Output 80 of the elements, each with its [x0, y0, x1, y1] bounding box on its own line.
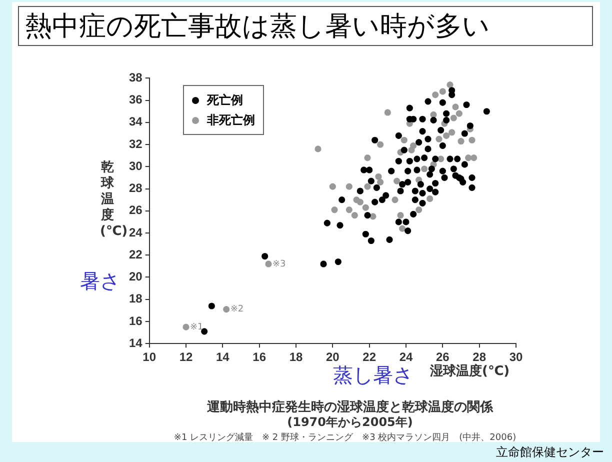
point	[439, 88, 446, 95]
y-tick-label: 36	[128, 92, 143, 107]
point	[346, 206, 352, 214]
x-tick-label: 20	[326, 350, 340, 364]
x-tick-label: 14	[216, 350, 230, 364]
point	[470, 154, 478, 162]
y-tick-label: 20	[128, 270, 143, 284]
point	[394, 178, 400, 184]
annotation: ※2	[230, 304, 244, 315]
text: 暑さ	[80, 268, 120, 295]
point	[421, 166, 428, 172]
point	[443, 132, 450, 140]
x-tick-label: 12	[179, 350, 194, 364]
point	[450, 114, 457, 122]
x-axis-title: 湿球温度(℃)	[430, 362, 510, 380]
text: (1970年から2005年)	[286, 414, 414, 431]
y-tick-label: 32	[128, 136, 143, 151]
x-tick-label: 16	[252, 350, 266, 364]
x-tick-label: 26	[436, 350, 450, 364]
point	[364, 183, 371, 190]
y-tick-label: 30	[128, 158, 143, 173]
point	[416, 206, 422, 214]
x-tick-label: 18	[289, 350, 304, 364]
point	[432, 91, 439, 98]
point	[399, 225, 406, 232]
legend-label: 死亡例	[206, 92, 244, 109]
point	[351, 212, 358, 219]
y-tick-label: 14	[128, 336, 143, 350]
point	[265, 260, 272, 268]
point	[448, 129, 456, 136]
text: 蒸し暑さ	[333, 362, 413, 389]
point	[223, 306, 230, 313]
text: 立命館保健センター	[496, 444, 604, 461]
point	[356, 198, 364, 206]
y-tick-label: 28	[128, 181, 143, 196]
point	[370, 213, 376, 220]
point	[410, 142, 417, 149]
point	[329, 183, 336, 190]
point	[346, 183, 352, 190]
point	[331, 206, 338, 214]
x-tick-label: 30	[509, 350, 523, 364]
y-tick-label: 22	[128, 247, 143, 262]
x-tick-label: 28	[472, 350, 486, 364]
chart-title: 熱中症の死亡事故は蒸し暑い時が多い	[18, 6, 593, 46]
x-tick-label: 24	[399, 350, 413, 364]
point	[182, 324, 190, 330]
y-tick-label: 38	[128, 70, 143, 85]
y-tick-label: 34	[128, 114, 143, 129]
x-tick-label: 10	[142, 350, 156, 364]
text: ※1 レスリング減量 ※ 2 野球・ランニング ※3 校内マラソン四月 (中井、2006)	[172, 432, 518, 444]
point	[438, 156, 444, 162]
point	[468, 136, 476, 144]
point	[436, 136, 442, 142]
point	[364, 154, 371, 162]
point	[384, 109, 391, 116]
point	[375, 173, 382, 180]
legend-label: 非死亡例	[206, 112, 255, 129]
y-axis-title: 乾球温度(℃)	[100, 160, 128, 240]
point	[377, 141, 384, 148]
point	[314, 146, 322, 152]
y-tick-label: 16	[128, 314, 143, 328]
point	[400, 136, 408, 144]
point	[392, 196, 398, 204]
point	[456, 110, 462, 117]
y-tick-label: 18	[128, 292, 143, 306]
point	[452, 104, 459, 110]
point	[458, 138, 464, 145]
point	[430, 111, 437, 118]
point	[362, 204, 369, 211]
x-tick-label: 22	[362, 350, 376, 364]
annotation: ※3	[272, 259, 286, 270]
annotation: ※1	[190, 322, 204, 332]
point	[446, 82, 454, 88]
point	[465, 154, 472, 162]
point	[426, 195, 434, 202]
y-tick-label: 24	[128, 225, 143, 240]
text: 運動時熱中症発生時の湿球温度と乾球温度の関係	[206, 398, 494, 416]
point	[377, 178, 384, 186]
point	[397, 212, 404, 219]
y-tick-label: 26	[128, 203, 143, 218]
